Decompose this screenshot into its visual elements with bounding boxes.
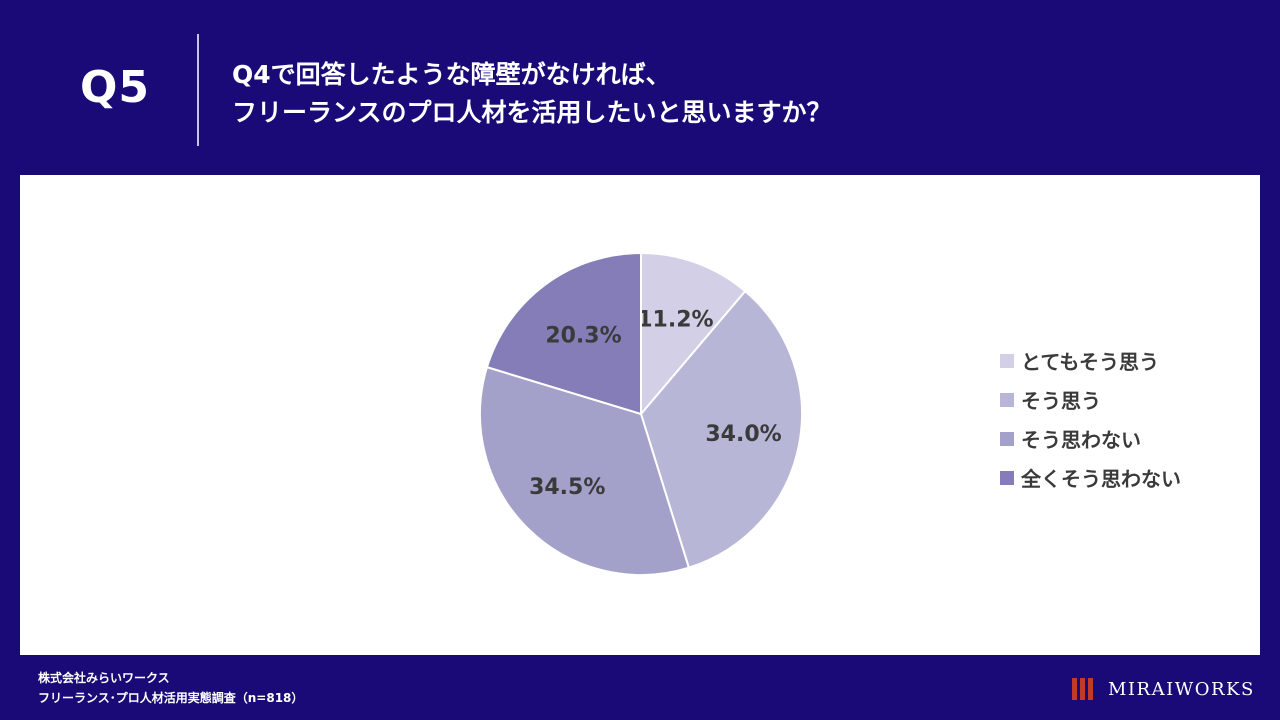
legend-label: 全くそう思わない: [1021, 467, 1181, 491]
legend-swatch: [1000, 431, 1014, 446]
footer-survey: フリーランス･プロ人材活用実態調査（n=818）: [38, 691, 304, 705]
legend-item-disagree: そう思わない: [1000, 419, 1181, 458]
pie-chart: 11.2% 34.0% 34.5% 20.3%: [479, 251, 803, 576]
legend-label: そう思わない: [1021, 428, 1141, 452]
company-logo: MIRAIWORKS: [1070, 676, 1255, 702]
legend-swatch: [1000, 470, 1014, 485]
legend-label: とてもそう思う: [1021, 350, 1159, 374]
pie-slice-agree-label: 34.0%: [705, 422, 781, 447]
legend-item-very-agree: とてもそう思う: [1000, 341, 1181, 380]
pie-slice-strongly-disagree: [485, 251, 642, 416]
question-line-1: Q4で回答したような障壁がなければ、: [232, 60, 671, 89]
legend-item-strongly-disagree: 全くそう思わない: [1000, 458, 1181, 497]
chart-panel: 11.2% 34.0% 34.5% 20.3% とてもそう思う そう思う そう思わない…: [20, 175, 1260, 655]
pie-slice-strongly-disagree-label: 20.3%: [545, 323, 621, 348]
question-number: Q5: [80, 62, 151, 113]
legend-item-agree: そう思う: [1000, 380, 1181, 419]
legend-swatch: [1000, 353, 1014, 368]
legend-swatch: [1000, 392, 1014, 407]
question-line-2: フリーランスのプロ人材を活用したいと思いますか？: [232, 98, 832, 127]
footer-source: 株式会社みらいワークス フリーランス･プロ人材活用実態調査（n=818）: [38, 668, 303, 708]
pie-slice-agree: [639, 289, 803, 569]
chart-legend: とてもそう思う そう思う そう思わない 全くそう思わない: [1000, 341, 1181, 497]
pie-slice-very-agree: [640, 251, 747, 417]
question-text: Q4で回答したような障壁がなければ、 フリーランスのプロ人材を活用したいと思いま…: [232, 56, 832, 132]
legend-label: そう思う: [1021, 389, 1101, 413]
pie-slice-very-agree-label: 11.2%: [637, 307, 713, 332]
logo-mark-icon: [1072, 678, 1093, 700]
pie-slice-disagree: [479, 365, 691, 576]
header-divider: [197, 34, 199, 146]
pie-slice-disagree-label: 34.5%: [529, 475, 605, 500]
footer-company: 株式会社みらいワークス: [38, 671, 170, 685]
logo-text: MIRAIWORKS: [1108, 678, 1255, 700]
